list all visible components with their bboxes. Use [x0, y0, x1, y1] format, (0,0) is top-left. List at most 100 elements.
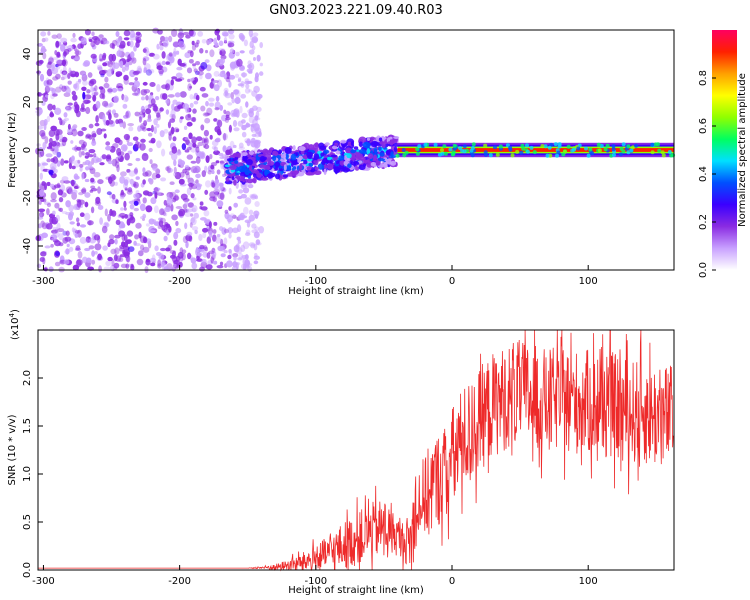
- spectrogram-noise-cell: [159, 45, 164, 51]
- spectrogram-noise-cell: [100, 73, 105, 78]
- spectrogram-onset-cell: [390, 160, 397, 166]
- spectrogram-onset-cell: [333, 166, 341, 174]
- spectrogram-noise-cell: [46, 202, 52, 208]
- spectrogram-noise-cell: [46, 158, 51, 163]
- spectrogram-noise-cell: [139, 203, 146, 212]
- spectrogram-noise-cell: [135, 31, 141, 36]
- spectrogram-noise-cell: [175, 128, 180, 133]
- spectrogram-noise-cell: [156, 123, 160, 128]
- spectrogram-noise-cell: [253, 57, 256, 61]
- spectrogram-x-tick-label: -200: [168, 276, 191, 287]
- spectrogram-noise-cell: [163, 212, 168, 217]
- spectrogram-noise-cell: [38, 208, 46, 213]
- spectrogram-tone-cell: [401, 148, 406, 152]
- spectrogram-noise-cell: [49, 111, 54, 117]
- spectrogram-noise-cell: [188, 132, 193, 140]
- spectrogram-noise-cell: [74, 71, 80, 78]
- spectrogram-noise-cell: [73, 57, 80, 61]
- spectrogram-noise-cell: [202, 112, 210, 117]
- spectrogram-noise-cell: [203, 138, 208, 143]
- spectrogram-noise-cell: [93, 153, 97, 158]
- spectrogram-noise-cell: [248, 209, 254, 215]
- spectrogram-noise-cell: [145, 108, 152, 115]
- spectrogram-noise-cell: [89, 166, 94, 170]
- spectrogram-noise-cell: [259, 62, 263, 67]
- spectrogram-noise-cell: [161, 263, 168, 271]
- spectrogram-noise-cell: [75, 245, 81, 251]
- spectrogram-noise-cell: [219, 192, 225, 201]
- spectrogram-noise-cell: [249, 107, 254, 114]
- spectrogram-noise-cell: [141, 96, 145, 101]
- spectrogram-noise-cell: [182, 168, 187, 174]
- spectrogram-noise-cell: [212, 80, 216, 84]
- spectrogram-noise-cell: [245, 83, 250, 89]
- spectrogram-noise-cell: [193, 68, 198, 73]
- spectrogram-onset-cell: [350, 149, 356, 154]
- spectrogram-noise-cell: [114, 161, 120, 169]
- spectrogram-onset-cell: [370, 162, 377, 167]
- spectrogram-tone-cell: [525, 149, 530, 154]
- spectrogram-noise-cell: [121, 93, 125, 101]
- spectrogram-tone-cell: [540, 144, 545, 149]
- spectrogram-tone-cell: [515, 149, 520, 154]
- spectrogram-noise-cell: [190, 217, 195, 224]
- spectrogram-noise-cell: [133, 45, 137, 52]
- spectrogram-noise-cell: [149, 82, 156, 87]
- spectrogram-noise-cell: [206, 236, 211, 244]
- spectrogram-noise-cell: [171, 153, 178, 161]
- spectrogram-noise-cell: [128, 126, 134, 132]
- spectrogram-noise-cell: [54, 228, 59, 234]
- spectrogram-noise-cell: [244, 254, 249, 260]
- spectrogram-noise-cell: [111, 87, 118, 93]
- spectrogram-onset-cell: [274, 161, 281, 168]
- spectrogram-noise-cell: [184, 211, 192, 218]
- spectrogram-noise-cell: [104, 40, 110, 45]
- spectrogram-noise-cell: [81, 86, 87, 92]
- spectrogram-noise-cell: [154, 192, 158, 200]
- spectrogram-noise-cell: [85, 106, 91, 115]
- spectrogram-noise-cell: [81, 151, 85, 156]
- spectrogram-noise-cell: [62, 119, 67, 124]
- spectrogram-noise-cell: [50, 243, 54, 248]
- spectrogram-noise-cell: [173, 41, 179, 48]
- spectrogram-noise-cell: [169, 250, 176, 254]
- spectrogram-tone-cell: [629, 148, 634, 153]
- spectrogram-onset-cell: [313, 170, 322, 175]
- spectrogram-noise-cell: [119, 244, 125, 249]
- spectrogram-noise-cell: [36, 70, 42, 74]
- spectrogram-noise-cell: [255, 239, 261, 246]
- spectrogram-y-tick-label: 20: [22, 96, 33, 109]
- spectrogram-noise-cell: [257, 131, 262, 137]
- spectrogram-noise-cell: [197, 252, 203, 257]
- spectrogram-noise-cell: [60, 44, 66, 52]
- spectrogram-noise-cell: [215, 95, 220, 102]
- spectrogram-noise-cell: [240, 244, 246, 252]
- spectrogram-noise-cell: [84, 178, 90, 183]
- spectrogram-tone-cell: [440, 151, 445, 156]
- spectrogram-noise-cell: [44, 37, 49, 42]
- spectrogram-noise-cell: [177, 210, 183, 217]
- spectrogram-tone-cell: [520, 143, 525, 148]
- spectrogram-noise-cell: [148, 229, 156, 233]
- spectrogram-noise-cell: [170, 203, 174, 212]
- spectrogram-noise-cell: [103, 133, 107, 139]
- spectrogram-tone-cell: [612, 153, 616, 157]
- spectrogram-noise-cell: [61, 211, 68, 214]
- spectrogram-noise-cell: [215, 160, 220, 164]
- spectrogram-noise-cell: [111, 158, 118, 167]
- spectrogram-noise-cell: [191, 40, 195, 46]
- spectrogram-noise-cell: [259, 71, 264, 76]
- spectrogram-noise-cell: [209, 134, 213, 140]
- spectrogram-noise-cell: [77, 130, 84, 137]
- spectrogram-noise-cell: [240, 182, 247, 190]
- spectrogram-noise-cell: [205, 72, 212, 80]
- spectrogram-noise-cell: [39, 172, 43, 180]
- spectrogram-onset-cell: [323, 149, 330, 154]
- spectrogram-noise-cell: [127, 163, 133, 166]
- spectrogram-noise-cell: [47, 31, 51, 36]
- spectrogram-noise-cell: [208, 102, 215, 107]
- spectrogram-onset-cell: [264, 169, 270, 175]
- spectrogram-noise-cell: [198, 233, 203, 242]
- spectrogram-noise-cell: [194, 229, 198, 235]
- spectrogram-noise-cell: [253, 243, 258, 251]
